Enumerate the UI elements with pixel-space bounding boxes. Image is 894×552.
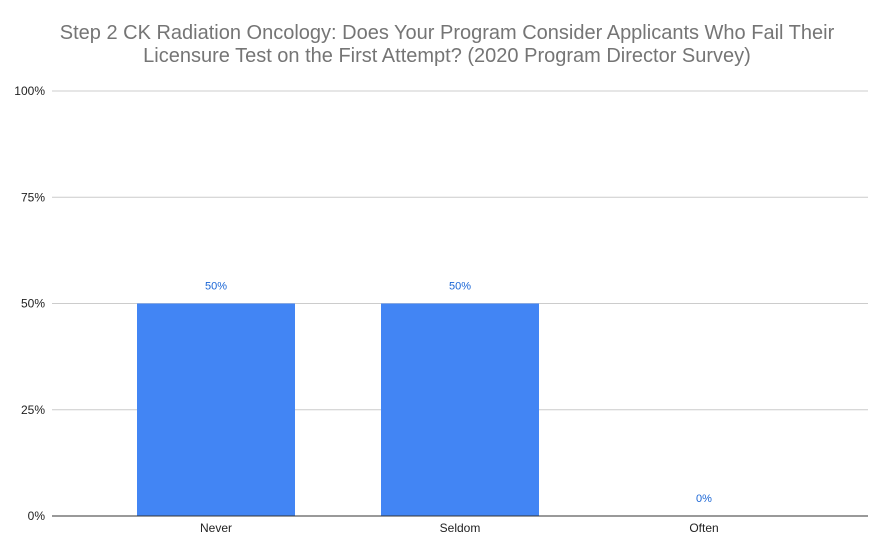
y-tick-label-2: 50% xyxy=(21,297,45,311)
chart-title: Step 2 CK Radiation Oncology: Does Your … xyxy=(0,22,894,68)
x-tick-label-often: Often xyxy=(689,521,718,535)
y-tick-label-0: 0% xyxy=(28,509,46,523)
y-tick-label-3: 75% xyxy=(21,190,45,204)
x-tick-label-seldom: Seldom xyxy=(440,521,481,535)
chart-title-line-1: Step 2 CK Radiation Oncology: Does Your … xyxy=(59,22,835,44)
chart-title-line-2: Licensure Test on the First Attempt? (20… xyxy=(143,45,751,67)
x-tick-label-never: Never xyxy=(200,521,232,535)
y-tick-label-4: 100% xyxy=(14,84,45,98)
bar-seldom xyxy=(381,303,539,516)
bar-never xyxy=(137,303,295,516)
y-tick-label-1: 25% xyxy=(21,403,45,417)
data-label-never: 50% xyxy=(205,281,227,293)
data-label-often: 0% xyxy=(696,493,712,505)
data-label-seldom: 50% xyxy=(449,281,471,293)
